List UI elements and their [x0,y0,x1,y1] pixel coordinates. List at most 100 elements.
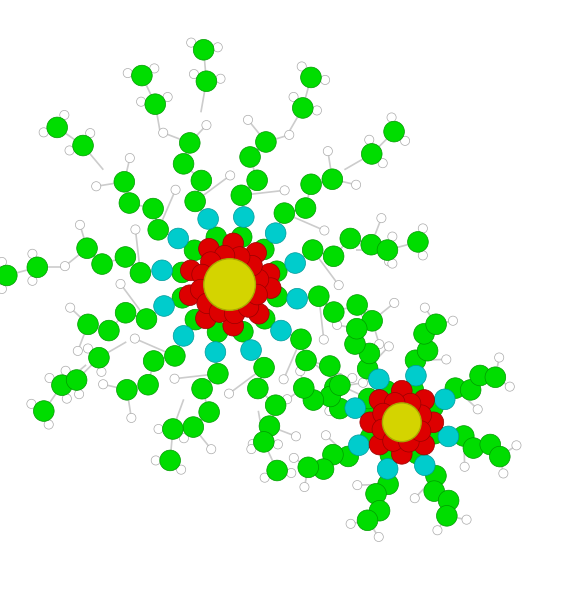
Circle shape [302,240,323,260]
Circle shape [414,455,435,475]
Circle shape [213,43,222,52]
Circle shape [197,293,218,314]
Circle shape [403,379,424,400]
Circle shape [61,366,70,375]
Circle shape [369,435,390,455]
Circle shape [86,128,95,138]
Circle shape [298,457,319,478]
Circle shape [325,406,334,416]
Circle shape [154,295,174,316]
Circle shape [75,390,84,399]
Circle shape [418,224,428,233]
Circle shape [44,420,53,429]
Circle shape [196,308,216,329]
Circle shape [92,182,101,191]
Circle shape [192,378,212,399]
Circle shape [462,515,471,525]
Circle shape [117,379,137,400]
Circle shape [0,284,6,294]
Circle shape [340,228,360,249]
Circle shape [185,191,205,212]
Circle shape [332,320,342,330]
Circle shape [362,310,371,319]
Circle shape [97,367,106,377]
Circle shape [424,423,445,444]
Circle shape [259,416,280,436]
Circle shape [92,254,113,274]
Circle shape [382,403,421,442]
Circle shape [127,413,136,423]
Circle shape [193,40,214,60]
Circle shape [234,207,254,227]
Circle shape [143,198,164,219]
Circle shape [292,432,301,441]
Circle shape [323,445,343,465]
Circle shape [158,128,168,137]
Circle shape [254,239,274,260]
Circle shape [420,303,429,312]
Circle shape [260,473,269,482]
Circle shape [308,286,329,307]
Circle shape [369,500,390,521]
Circle shape [435,389,455,410]
Circle shape [398,432,419,452]
Circle shape [312,106,321,115]
Circle shape [301,67,321,88]
Circle shape [177,465,186,474]
Circle shape [145,94,165,114]
Circle shape [173,326,194,346]
Circle shape [362,310,382,331]
Circle shape [292,98,313,118]
Circle shape [60,111,69,120]
Circle shape [324,302,344,323]
Circle shape [246,243,266,263]
Circle shape [438,426,459,447]
Circle shape [289,453,298,462]
Circle shape [473,405,482,414]
Circle shape [351,180,360,189]
Circle shape [66,369,87,390]
Circle shape [192,264,212,285]
Circle shape [0,258,6,266]
Circle shape [205,342,226,362]
Circle shape [287,288,308,309]
Circle shape [189,69,199,79]
Circle shape [378,474,398,495]
Circle shape [170,374,179,383]
Circle shape [271,320,292,341]
Circle shape [495,353,504,362]
Circle shape [125,153,134,163]
Circle shape [162,419,183,439]
Circle shape [165,430,174,439]
Circle shape [406,365,426,386]
Circle shape [366,484,386,504]
Circle shape [357,510,378,530]
Circle shape [180,133,200,153]
Circle shape [279,375,288,384]
Circle shape [301,174,321,195]
Circle shape [324,377,345,398]
Circle shape [320,356,340,377]
Circle shape [232,321,253,342]
Circle shape [148,220,169,240]
Circle shape [199,402,219,423]
Circle shape [422,397,443,417]
Circle shape [360,412,381,433]
Circle shape [380,445,401,465]
Circle shape [445,378,466,398]
Circle shape [338,446,359,466]
Circle shape [331,394,340,403]
Circle shape [359,407,368,417]
Circle shape [480,434,501,455]
Circle shape [296,366,305,376]
Circle shape [65,303,75,312]
Circle shape [179,433,188,443]
Circle shape [88,348,109,368]
Circle shape [163,92,172,102]
Circle shape [499,469,508,478]
Circle shape [358,358,378,379]
Circle shape [216,74,225,83]
Circle shape [286,468,296,478]
Circle shape [261,278,281,298]
Circle shape [223,233,243,254]
